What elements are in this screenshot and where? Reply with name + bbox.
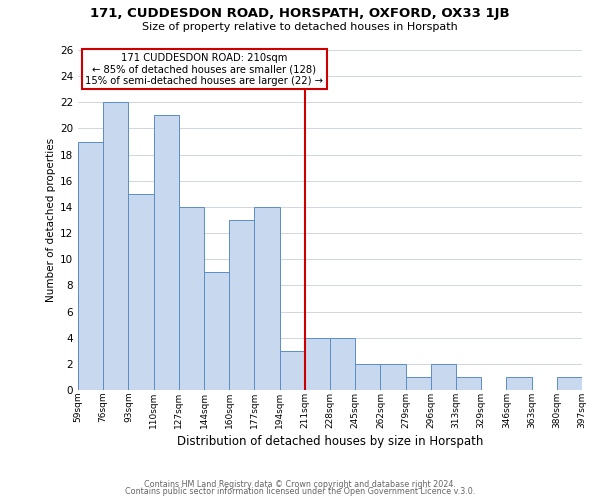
Bar [204, 272, 229, 390]
Bar [380, 364, 406, 390]
Bar [229, 220, 254, 390]
Bar [305, 338, 330, 390]
Bar [179, 207, 204, 390]
Bar [557, 377, 582, 390]
Bar [330, 338, 355, 390]
Text: Size of property relative to detached houses in Horspath: Size of property relative to detached ho… [142, 22, 458, 32]
Text: 171, CUDDESDON ROAD, HORSPATH, OXFORD, OX33 1JB: 171, CUDDESDON ROAD, HORSPATH, OXFORD, O… [90, 8, 510, 20]
Bar [406, 377, 431, 390]
Bar [431, 364, 456, 390]
Bar [506, 377, 532, 390]
Bar [78, 142, 103, 390]
Bar [254, 207, 280, 390]
X-axis label: Distribution of detached houses by size in Horspath: Distribution of detached houses by size … [177, 434, 483, 448]
Text: 171 CUDDESDON ROAD: 210sqm
← 85% of detached houses are smaller (128)
15% of sem: 171 CUDDESDON ROAD: 210sqm ← 85% of deta… [85, 52, 323, 86]
Text: Contains HM Land Registry data © Crown copyright and database right 2024.: Contains HM Land Registry data © Crown c… [144, 480, 456, 489]
Bar [128, 194, 154, 390]
Bar [355, 364, 380, 390]
Bar [280, 351, 305, 390]
Y-axis label: Number of detached properties: Number of detached properties [46, 138, 56, 302]
Bar [154, 116, 179, 390]
Bar [456, 377, 481, 390]
Bar [103, 102, 128, 390]
Text: Contains public sector information licensed under the Open Government Licence v.: Contains public sector information licen… [125, 487, 475, 496]
